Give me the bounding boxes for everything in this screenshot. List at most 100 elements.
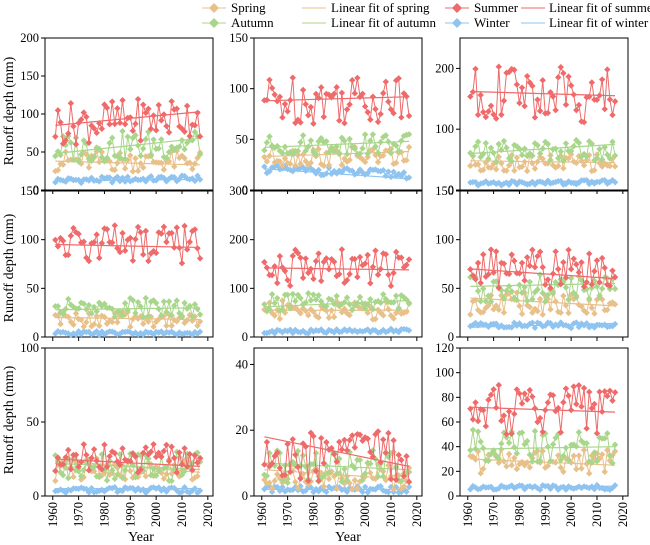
point-spring — [152, 318, 160, 326]
point-summer — [565, 392, 572, 399]
fit-line-winter — [470, 485, 616, 490]
point-spring — [606, 162, 614, 170]
x-tick-label: 2000 — [149, 502, 163, 527]
point-autumn — [583, 285, 590, 293]
point-autumn — [513, 143, 521, 150]
point-autumn — [90, 303, 98, 311]
point-winter — [588, 178, 596, 185]
legend-item-autumn: Autumn — [202, 15, 274, 30]
point-autumn — [307, 137, 315, 144]
point-autumn — [374, 473, 382, 480]
point-summer — [534, 96, 541, 103]
point-winter — [343, 488, 351, 495]
point-summer — [557, 280, 564, 288]
legend-label-summer: Summer — [474, 0, 519, 15]
point-autumn — [482, 298, 490, 305]
point-summer — [137, 137, 144, 144]
point-summer — [168, 98, 175, 105]
point-winter — [531, 324, 539, 332]
point-winter — [403, 488, 410, 496]
point-summer — [305, 477, 312, 485]
point-autumn — [333, 470, 340, 477]
point-summer — [405, 256, 413, 263]
point-summer — [557, 63, 564, 71]
point-autumn — [305, 290, 312, 297]
point-summer — [351, 255, 358, 263]
point-summer — [500, 260, 508, 267]
point-autumn — [495, 455, 502, 462]
point-autumn — [395, 147, 402, 155]
point-winter — [485, 180, 492, 187]
point-autumn — [524, 152, 531, 160]
y-tick-label: 50 — [27, 281, 40, 295]
point-winter — [511, 319, 518, 326]
point-summer — [119, 445, 126, 452]
point-summer — [369, 93, 377, 100]
point-autumn — [281, 462, 289, 469]
point-summer — [492, 115, 500, 122]
point-autumn — [286, 305, 294, 312]
point-spring — [503, 463, 510, 470]
point-summer — [297, 119, 304, 126]
point-summer — [578, 403, 585, 410]
point-autumn — [96, 473, 103, 481]
x-tick-label: 1990 — [123, 502, 137, 527]
point-summer — [552, 106, 559, 114]
point-autumn — [526, 278, 533, 286]
point-autumn — [500, 295, 508, 302]
point-autumn — [341, 137, 348, 145]
point-spring — [477, 470, 484, 477]
point-spring — [263, 158, 271, 165]
point-spring — [315, 145, 322, 153]
point-spring — [524, 167, 531, 175]
point-spring — [544, 160, 552, 167]
point-summer — [129, 257, 137, 264]
point-summer — [580, 384, 588, 392]
point-autumn — [109, 467, 116, 474]
point-summer — [315, 477, 322, 485]
point-autumn — [567, 274, 575, 282]
point-summer — [580, 283, 588, 290]
point-winter — [121, 178, 129, 185]
point-autumn — [467, 446, 474, 454]
point-spring — [480, 308, 487, 316]
point-autumn — [477, 438, 484, 445]
point-summer — [163, 238, 170, 246]
point-summer — [346, 101, 353, 108]
point-summer — [524, 396, 531, 403]
point-spring — [320, 483, 327, 490]
x-tick-label: 1980 — [97, 502, 111, 527]
x-tick-label: 2000 — [564, 502, 578, 527]
point-spring — [526, 303, 533, 311]
point-summer — [158, 117, 165, 124]
point-autumn — [547, 156, 554, 164]
point-winter — [385, 168, 392, 175]
point-spring — [570, 452, 577, 460]
point-spring — [531, 165, 539, 172]
point-summer — [611, 98, 619, 105]
point-autumn — [557, 148, 564, 155]
point-summer — [467, 405, 474, 413]
point-summer — [369, 263, 377, 271]
point-winter — [570, 320, 577, 327]
point-autumn — [196, 311, 204, 318]
point-summer — [516, 99, 523, 107]
point-spring — [588, 452, 596, 459]
point-summer — [485, 271, 492, 278]
point-summer — [142, 444, 149, 451]
point-summer — [534, 252, 541, 260]
legend-label-winter: Winter — [474, 15, 510, 30]
point-summer — [191, 122, 199, 129]
point-spring — [127, 152, 134, 159]
point-autumn — [392, 142, 400, 149]
point-summer — [266, 76, 273, 84]
point-autumn — [132, 309, 139, 317]
point-spring — [557, 464, 564, 471]
point-autumn — [54, 302, 62, 310]
point-autumn — [152, 472, 160, 479]
point-summer — [536, 414, 544, 422]
plot-frame — [253, 347, 423, 497]
point-spring — [83, 318, 90, 326]
point-spring — [57, 320, 64, 328]
point-autumn — [315, 292, 322, 299]
